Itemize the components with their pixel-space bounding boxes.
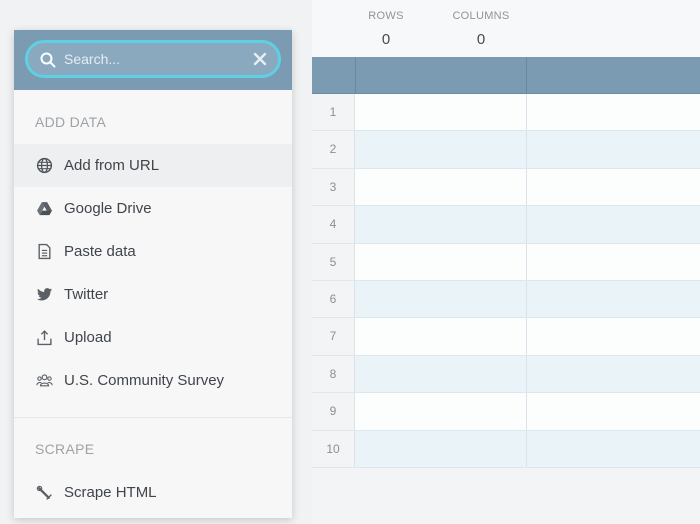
grid-header-row [312,57,700,94]
row-number: 10 [312,430,355,467]
menu-item-add-from-url[interactable]: Add from URL [14,144,292,187]
table-row: 2 [312,131,700,169]
menu-item-label: Scrape HTML [64,484,157,501]
row-number: 9 [312,393,355,430]
rows-count: 0 [381,31,391,48]
rows-stat: ROWS 0 [367,10,405,48]
column-divider [526,94,527,131]
row-number: 2 [312,131,355,168]
spreadsheet-area: ROWS 0 COLUMNS 0 1 2 3 4 5 6 7 8 9 10 [312,0,700,524]
columns-stat: COLUMNS 0 [452,10,510,48]
table-row: 10 [312,430,700,468]
menu-item-twitter[interactable]: Twitter [14,273,292,316]
document-icon [38,243,51,260]
menu-item-label: Paste data [64,243,136,260]
column-divider [526,280,527,318]
panel-header [14,30,292,90]
close-icon[interactable] [252,51,268,67]
add-data-menu: Add from URL Google Drive Paste data T [14,144,292,402]
table-row: 7 [312,318,700,356]
menu-item-label: Add from URL [64,157,160,174]
twitter-icon [37,288,52,301]
row-number: 3 [312,168,355,206]
search-input[interactable] [64,47,244,71]
columns-count: 0 [476,31,486,48]
search-box[interactable] [25,40,281,78]
globe-icon [36,157,53,174]
section-title-add-data: ADD DATA [35,114,107,130]
rows-label: ROWS [368,10,404,22]
row-number: 5 [312,243,355,280]
column-divider [526,318,527,355]
row-number: 6 [312,280,355,318]
row-number: 4 [312,206,355,243]
row-number: 8 [312,355,355,393]
table-row: 1 [312,94,700,132]
scrape-menu: Scrape HTML [14,471,292,514]
column-divider [526,206,527,243]
upload-icon [37,330,52,346]
column-divider [526,131,527,168]
add-data-panel: ADD DATA Add from URL Google Drive [14,30,292,518]
column-divider [526,430,527,467]
menu-item-google-drive[interactable]: Google Drive [14,187,292,230]
table-row: 6 [312,280,700,319]
section-title-scrape: SCRAPE [35,441,95,457]
menu-item-paste-data[interactable]: Paste data [14,230,292,273]
data-grid: 1 2 3 4 5 6 7 8 9 10 [312,57,700,468]
column-divider [526,393,527,430]
row-number: 1 [312,94,355,131]
table-row: 3 [312,168,700,207]
row-number: 7 [312,318,355,355]
columns-label: COLUMNS [452,10,510,22]
menu-item-label: U.S. Community Survey [64,372,225,389]
menu-item-label: Upload [64,329,112,346]
people-icon [36,374,53,387]
header-divider [355,57,356,93]
header-divider [526,57,527,93]
search-icon [40,52,56,68]
google-drive-icon [37,202,52,216]
column-divider [526,243,527,280]
menu-item-label: Google Drive [64,200,152,217]
menu-item-label: Twitter [64,286,109,303]
scrape-tool-icon [36,485,52,500]
menu-item-upload[interactable]: Upload [14,316,292,359]
menu-item-scrape-html[interactable]: Scrape HTML [14,471,292,514]
table-row: 5 [312,243,700,281]
table-row: 9 [312,393,700,431]
column-divider [526,168,527,206]
table-row: 8 [312,355,700,394]
stats-bar: ROWS 0 COLUMNS 0 [312,0,700,57]
column-divider [526,355,527,393]
table-row: 4 [312,206,700,244]
section-divider [14,417,292,418]
menu-item-us-community-survey[interactable]: U.S. Community Survey [14,359,292,402]
